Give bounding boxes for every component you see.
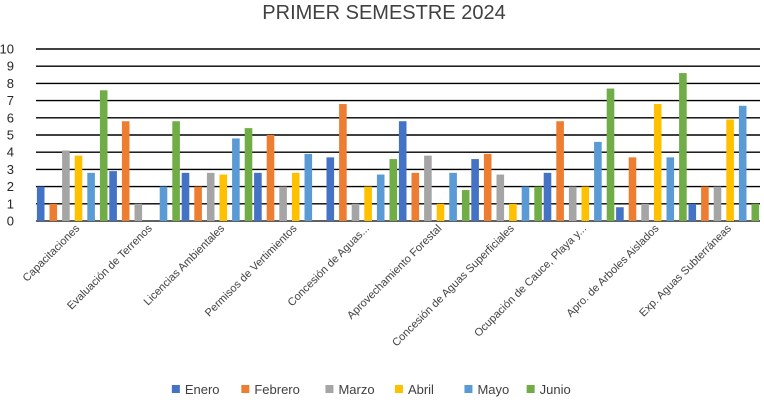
bar-febrero-3 bbox=[266, 135, 275, 221]
bar-abril-5 bbox=[436, 203, 445, 221]
bar-febrero-9 bbox=[701, 186, 709, 221]
bar-abril-9 bbox=[726, 119, 734, 221]
y-tick-label: 3 bbox=[7, 162, 14, 177]
bar-marzo-7 bbox=[568, 186, 577, 221]
bar-febrero-5 bbox=[411, 172, 420, 221]
legend-swatch bbox=[171, 385, 180, 393]
bar-abril-0 bbox=[74, 155, 83, 221]
bar-abril-2 bbox=[219, 174, 228, 221]
bar-junio-7 bbox=[606, 88, 615, 221]
y-tick-label: 9 bbox=[7, 59, 14, 74]
legend-label: Mayo bbox=[477, 382, 509, 397]
bar-junio-6 bbox=[534, 186, 542, 221]
bar-febrero-4 bbox=[339, 104, 347, 221]
x-category-label: Concesión de Aguas Superficiales bbox=[390, 222, 517, 349]
bar-marzo-0 bbox=[62, 150, 70, 221]
bar-febrero-8 bbox=[628, 157, 637, 221]
bar-mayo-0 bbox=[87, 172, 95, 221]
legend-swatch bbox=[241, 385, 250, 393]
bar-mayo-4 bbox=[376, 174, 385, 221]
bar-enero-3 bbox=[254, 172, 262, 221]
x-category-label: Licencias Ambientales bbox=[142, 222, 228, 308]
bar-junio-5 bbox=[461, 190, 470, 221]
bar-marzo-6 bbox=[496, 174, 505, 221]
bar-junio-2 bbox=[244, 128, 253, 221]
bar-marzo-1 bbox=[134, 203, 143, 221]
legend-label: Enero bbox=[185, 382, 220, 397]
y-tick-label: 6 bbox=[7, 110, 14, 125]
legend-swatch bbox=[464, 385, 473, 393]
x-category-label: Concesión de Aguas... bbox=[286, 223, 372, 309]
y-axis-ticks: 0 1 2 3 4 5 6 7 8 9 10 bbox=[0, 42, 14, 229]
bar-enero-2 bbox=[181, 172, 190, 221]
legend-item-abril: Abril bbox=[394, 382, 434, 397]
bar-marzo-3 bbox=[279, 186, 287, 221]
bar-marzo-9 bbox=[713, 186, 722, 221]
legend-item-febrero: Febrero bbox=[241, 382, 300, 397]
bar-abril-3 bbox=[291, 172, 300, 221]
y-tick-label: 7 bbox=[7, 93, 14, 108]
legend-item-junio: Junio bbox=[526, 382, 571, 397]
bar-febrero-7 bbox=[556, 121, 564, 221]
y-tick-label: 8 bbox=[7, 76, 14, 91]
bar-mayo-5 bbox=[449, 172, 457, 221]
bars bbox=[36, 73, 760, 221]
legend-item-marzo: Marzo bbox=[325, 382, 375, 397]
bar-abril-7 bbox=[581, 186, 590, 221]
y-tick-label: 4 bbox=[7, 145, 14, 160]
bar-marzo-2 bbox=[206, 172, 215, 221]
y-tick-label: 0 bbox=[7, 214, 14, 229]
bar-enero-9 bbox=[688, 203, 697, 221]
legend-label: Marzo bbox=[338, 382, 374, 397]
x-category-label: Capacitaciones bbox=[21, 222, 83, 284]
bar-mayo-8 bbox=[666, 157, 675, 221]
bar-junio-9 bbox=[751, 203, 760, 221]
bar-enero-8 bbox=[616, 207, 624, 221]
bar-enero-1 bbox=[109, 171, 117, 221]
legend-label: Junio bbox=[540, 382, 571, 397]
bar-abril-8 bbox=[653, 104, 662, 221]
chart-title: PRIMER SEMESTRE 2024 bbox=[262, 2, 505, 24]
bar-enero-7 bbox=[543, 172, 552, 221]
bar-enero-6 bbox=[471, 159, 479, 221]
bar-mayo-3 bbox=[304, 153, 313, 221]
bar-junio-0 bbox=[99, 90, 108, 221]
bar-junio-1 bbox=[172, 121, 180, 221]
bar-junio-4 bbox=[389, 159, 398, 221]
y-tick-label: 5 bbox=[7, 128, 14, 143]
bar-marzo-4 bbox=[351, 203, 360, 221]
legend-item-enero: Enero bbox=[171, 382, 220, 397]
bar-marzo-8 bbox=[641, 203, 649, 221]
bar-enero-5 bbox=[398, 121, 407, 221]
bar-mayo-7 bbox=[594, 141, 602, 221]
legend-swatch bbox=[394, 385, 403, 393]
bar-junio-8 bbox=[679, 73, 687, 221]
bar-enero-0 bbox=[36, 186, 45, 221]
legend-item-mayo: Mayo bbox=[464, 382, 509, 397]
bar-febrero-1 bbox=[121, 121, 130, 221]
bar-abril-6 bbox=[509, 203, 517, 221]
bar-febrero-2 bbox=[194, 186, 202, 221]
legend-swatch bbox=[325, 385, 334, 393]
legend-label: Febrero bbox=[254, 382, 300, 397]
legend-label: Abril bbox=[408, 382, 434, 397]
bar-mayo-1 bbox=[159, 186, 168, 221]
bar-mayo-6 bbox=[521, 186, 530, 221]
bar-abril-4 bbox=[364, 186, 372, 221]
bar-marzo-5 bbox=[424, 155, 432, 221]
bar-febrero-6 bbox=[483, 153, 492, 221]
y-tick-label: 1 bbox=[7, 196, 14, 211]
bar-mayo-9 bbox=[738, 105, 747, 221]
legend: Enero Febrero Marzo Abril Mayo Junio bbox=[171, 382, 571, 397]
y-tick-label: 10 bbox=[0, 42, 14, 57]
bar-mayo-2 bbox=[232, 138, 240, 221]
y-tick-label: 2 bbox=[7, 179, 14, 194]
bar-febrero-0 bbox=[49, 203, 58, 221]
legend-swatch bbox=[526, 385, 535, 393]
gridlines bbox=[36, 48, 760, 222]
bar-enero-4 bbox=[326, 157, 335, 221]
